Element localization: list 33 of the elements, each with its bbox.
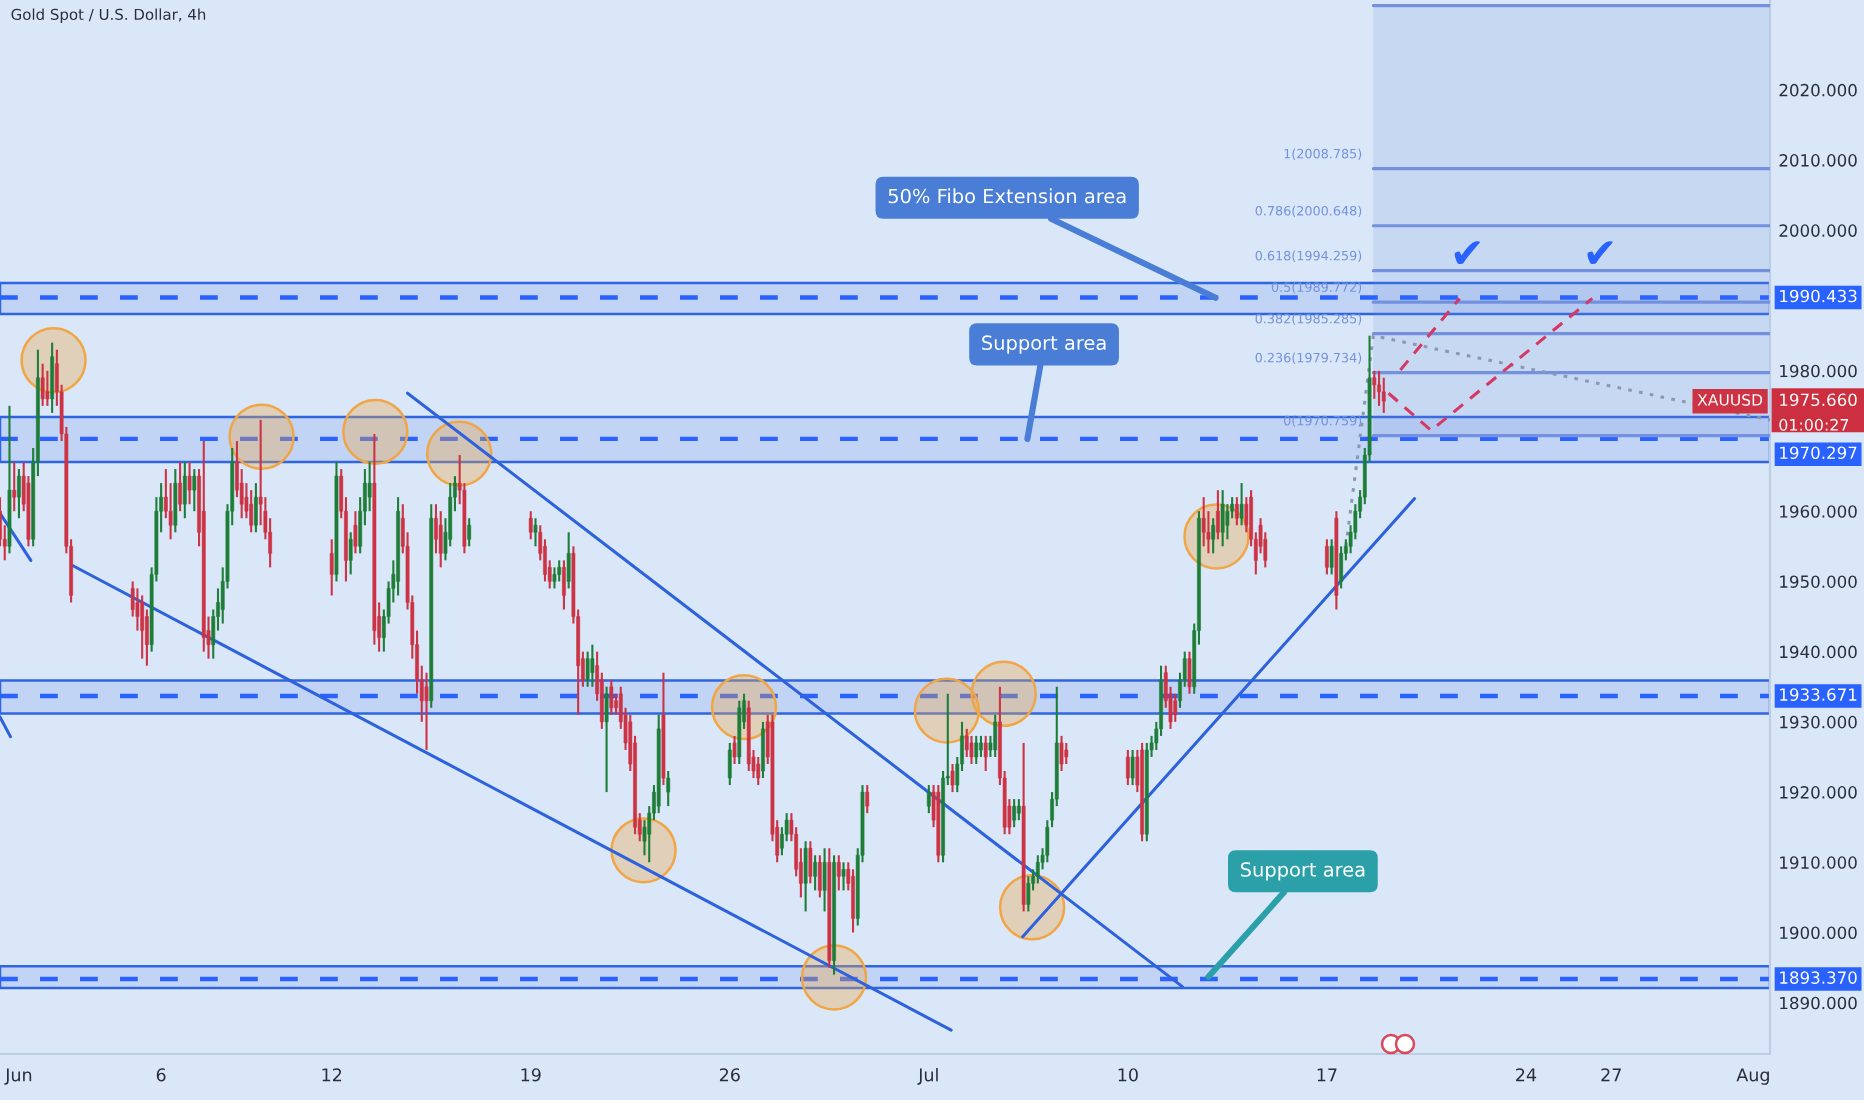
y-tick-label: 1980.000 bbox=[1780, 364, 1857, 378]
annotation: ✔ bbox=[1454, 241, 1480, 264]
ref-line-label: 1933.671 bbox=[1780, 688, 1857, 701]
x-tick-label: 19 bbox=[521, 1068, 541, 1082]
annotation: 50% Fibo Extension area bbox=[888, 188, 1126, 204]
annotation: Support area bbox=[982, 335, 1106, 354]
x-tick-label: Jul bbox=[917, 1067, 938, 1085]
x-tick-label: 10 bbox=[1118, 1068, 1138, 1082]
x-tick-label: 6 bbox=[156, 1068, 166, 1082]
y-tick-label: 1930.000 bbox=[1780, 715, 1857, 729]
text: 1975.660 bbox=[1780, 393, 1857, 407]
y-tick-label: 2010.000 bbox=[1779, 154, 1857, 167]
y-tick-label: 1950.000 bbox=[1780, 575, 1857, 588]
y-tick-label: 1920.000 bbox=[1780, 786, 1857, 799]
y-tick-label: 1940.000 bbox=[1780, 645, 1857, 659]
annotation: Support area bbox=[1240, 862, 1365, 881]
annotation: ✔ bbox=[1587, 241, 1613, 264]
y-tick-label: 1960.000 bbox=[1780, 505, 1857, 518]
x-tick-label: 24 bbox=[1516, 1068, 1537, 1082]
x-tick-label: 12 bbox=[322, 1068, 342, 1082]
x-tick-label: 17 bbox=[1317, 1068, 1337, 1082]
y-tick-label: 1890.000 bbox=[1780, 996, 1857, 1010]
ref-line-label: 1970.297 bbox=[1780, 446, 1857, 460]
x-tick-label: 26 bbox=[719, 1068, 740, 1082]
y-tick-label: 2020.000 bbox=[1779, 83, 1857, 97]
x-tick-label: Jun bbox=[4, 1068, 32, 1085]
x-tick-label: Aug bbox=[1736, 1068, 1769, 1085]
x-tick-label: 27 bbox=[1601, 1068, 1621, 1082]
y-tick-label: 1900.000 bbox=[1780, 926, 1857, 940]
y-tick-label: 1910.000 bbox=[1780, 856, 1857, 869]
ref-line-label: 1990.433 bbox=[1780, 289, 1857, 303]
y-tick-label: 2000.000 bbox=[1779, 224, 1857, 237]
ref-line-label: 1893.370 bbox=[1780, 971, 1857, 984]
